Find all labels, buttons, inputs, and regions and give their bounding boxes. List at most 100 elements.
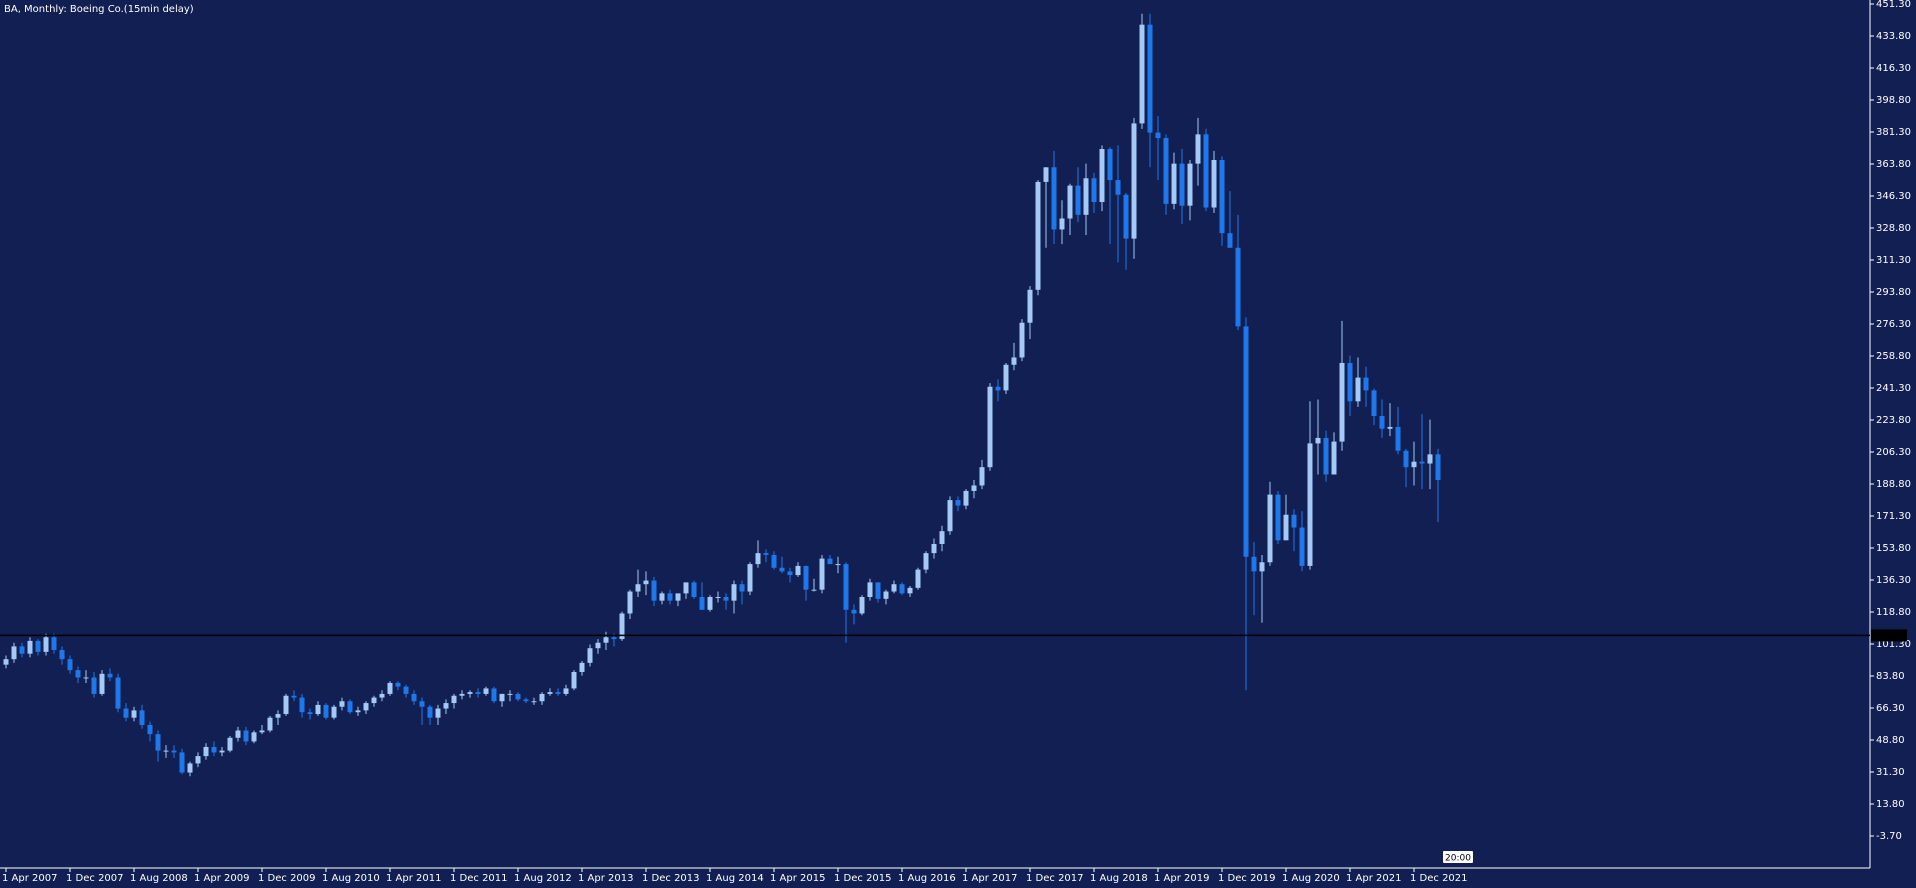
candle-body <box>267 717 273 731</box>
candle-body <box>1067 185 1073 219</box>
candle-body <box>651 580 657 601</box>
candle-body <box>243 730 249 742</box>
timer-label: 20:00 <box>1445 854 1471 864</box>
candle-body <box>659 593 665 601</box>
candle-body <box>1315 437 1321 444</box>
candle-body <box>843 564 849 610</box>
candle-body <box>1163 138 1169 204</box>
candle-body <box>827 558 833 565</box>
candle-body <box>1435 454 1441 480</box>
candle-body <box>131 710 137 718</box>
y-tick-label: 276.30 <box>1876 319 1911 330</box>
candle-body <box>1171 163 1177 204</box>
candle-body <box>35 640 41 652</box>
candle-body <box>451 695 457 704</box>
candle-body <box>211 746 217 753</box>
candle-body <box>611 637 617 640</box>
candle-body <box>819 558 825 590</box>
x-tick-label: 1 Dec 2017 <box>1026 873 1084 884</box>
candle-body <box>1379 415 1385 429</box>
candle-body <box>931 543 937 554</box>
candle-body <box>155 734 161 751</box>
candle-body <box>283 695 289 715</box>
candle-body <box>371 697 377 704</box>
x-tick-label: 1 Dec 2019 <box>1218 873 1276 884</box>
candle-body <box>1235 247 1241 327</box>
candle-body <box>1179 163 1185 206</box>
candle-body <box>1283 514 1289 541</box>
candle-body <box>1187 163 1193 206</box>
candle-body <box>1275 494 1281 541</box>
y-tick-label: 223.80 <box>1876 415 1911 426</box>
candle-body <box>1307 443 1313 566</box>
candle-body <box>947 500 953 532</box>
y-tick-label: 31.30 <box>1876 767 1905 778</box>
candle-body <box>227 737 233 751</box>
y-tick-label: 381.30 <box>1876 127 1911 138</box>
candle-body <box>1403 450 1409 468</box>
candle-body <box>139 710 145 726</box>
candle-body <box>859 597 865 614</box>
candle-body <box>59 650 65 660</box>
candle-body <box>1091 178 1097 203</box>
candle-body <box>19 646 25 654</box>
candle-body <box>379 693 385 698</box>
x-tick-label: 1 Apr 2011 <box>386 873 441 884</box>
candle-body <box>531 701 537 703</box>
candle-body <box>763 553 769 555</box>
candle-body <box>1299 527 1305 566</box>
x-tick-label: 1 Dec 2021 <box>1410 873 1468 884</box>
candle-body <box>363 703 369 711</box>
x-tick-label: 1 Dec 2011 <box>450 873 508 884</box>
candle-body <box>867 582 873 598</box>
candle-body <box>11 646 17 660</box>
candle-body <box>331 706 337 718</box>
y-tick-label: 153.80 <box>1876 543 1911 554</box>
candle-body <box>619 613 625 640</box>
candle-body <box>195 756 201 764</box>
candle-body <box>1323 437 1329 475</box>
candle-body <box>739 584 745 592</box>
candle-body <box>1227 233 1233 248</box>
y-tick-label: 83.80 <box>1876 671 1905 682</box>
candle-body <box>1267 494 1273 563</box>
candle-body <box>515 693 521 700</box>
x-tick-label: 1 Aug 2010 <box>322 873 380 884</box>
candle-body <box>1203 134 1209 208</box>
candle-body <box>1035 181 1041 290</box>
y-tick-label: 13.80 <box>1876 799 1905 810</box>
candle-body <box>347 701 353 713</box>
y-tick-label: 363.80 <box>1876 159 1911 170</box>
candle-body <box>971 485 977 491</box>
candle-body <box>147 725 153 735</box>
candle-body <box>795 565 801 576</box>
candle-body <box>251 732 257 742</box>
y-tick-label: 136.30 <box>1876 575 1911 586</box>
candle-body <box>891 584 897 592</box>
candle-body <box>1131 123 1137 239</box>
candle-body <box>395 682 401 687</box>
candle-body <box>403 686 409 694</box>
candle-body <box>915 569 921 588</box>
candle-body <box>1347 362 1353 402</box>
candle-body <box>811 589 817 591</box>
y-tick-label: 48.80 <box>1876 735 1905 746</box>
y-tick-label: 66.30 <box>1876 703 1905 714</box>
x-tick-label: 1 Aug 2016 <box>898 873 956 884</box>
candle-body <box>1043 167 1049 182</box>
candle-body <box>563 688 569 694</box>
y-tick-label: 188.80 <box>1876 479 1911 490</box>
candle-body <box>1083 178 1089 215</box>
candle-body <box>1259 562 1265 572</box>
candle-body <box>1387 426 1393 429</box>
candle-body <box>979 467 985 486</box>
candle-body <box>339 701 345 707</box>
candle-body <box>163 750 169 752</box>
candle-body <box>75 670 81 678</box>
candle-body <box>355 710 361 713</box>
candle-body <box>955 500 961 506</box>
candle-body <box>435 708 441 718</box>
candle-body <box>235 730 241 738</box>
y-tick-label: 398.80 <box>1876 95 1911 106</box>
